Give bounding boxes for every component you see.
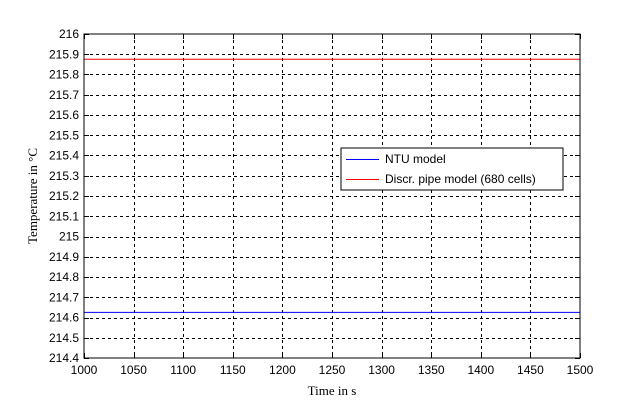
x-tick-label: 1250 (319, 363, 346, 377)
x-tick-label: 1100 (170, 363, 196, 377)
y-axis-label: Temperature in °C (25, 148, 40, 244)
y-tick-labels: 214.4 214.5 214.6 214.7 214.8 214.9 215 215.1 21… (49, 27, 79, 365)
y-tick-label: 215.3 (49, 169, 79, 183)
x-tick-label: 1050 (120, 363, 147, 377)
y-tick-label: 214.4 (49, 351, 79, 365)
y-tick-label: 215.4 (49, 149, 79, 163)
x-tick-label: 1500 (567, 363, 594, 377)
x-tick-label: 1450 (517, 363, 544, 377)
x-tick-label: 1150 (220, 363, 246, 377)
y-tick-label: 214.8 (49, 270, 79, 284)
x-tick-label: 1000 (71, 363, 98, 377)
x-tick-label: 1200 (269, 363, 296, 377)
x-tick-labels: 1000 1050 1100 1150 1200 1250 1300 1350 1400 1450… (71, 363, 594, 377)
y-tick-label: 215.8 (49, 68, 79, 82)
grid-lines (84, 34, 580, 358)
y-tick-label: 215.9 (49, 47, 79, 61)
y-tick-label: 215.1 (49, 209, 79, 223)
y-tick-label: 215.2 (49, 189, 79, 203)
y-tick-label: 215.5 (49, 128, 79, 142)
legend-box (340, 147, 564, 191)
y-tick-label: 216 (59, 27, 79, 41)
legend-label-discr-pipe-model: Discr. pipe model (680 cells) (385, 172, 536, 186)
series-lines (84, 58, 580, 313)
y-tick-label: 215 (59, 230, 79, 244)
y-tick-label: 214.7 (49, 290, 79, 304)
x-axis-label: Time in s (308, 383, 357, 398)
legend-label-ntu-model: NTU model (385, 152, 446, 166)
y-tick-label: 214.6 (49, 311, 79, 325)
x-tick-label: 1300 (368, 363, 395, 377)
y-tick-label: 215.7 (49, 88, 79, 102)
x-tick-label: 1400 (467, 363, 494, 377)
y-tick-label: 214.5 (49, 331, 79, 345)
x-tick-label: 1350 (418, 363, 445, 377)
y-tick-label: 214.9 (49, 250, 79, 264)
y-tick-label: 215.6 (49, 108, 79, 122)
axis-ticks (84, 34, 581, 359)
legend: NTU model Discr. pipe model (680 cells) (340, 147, 564, 191)
